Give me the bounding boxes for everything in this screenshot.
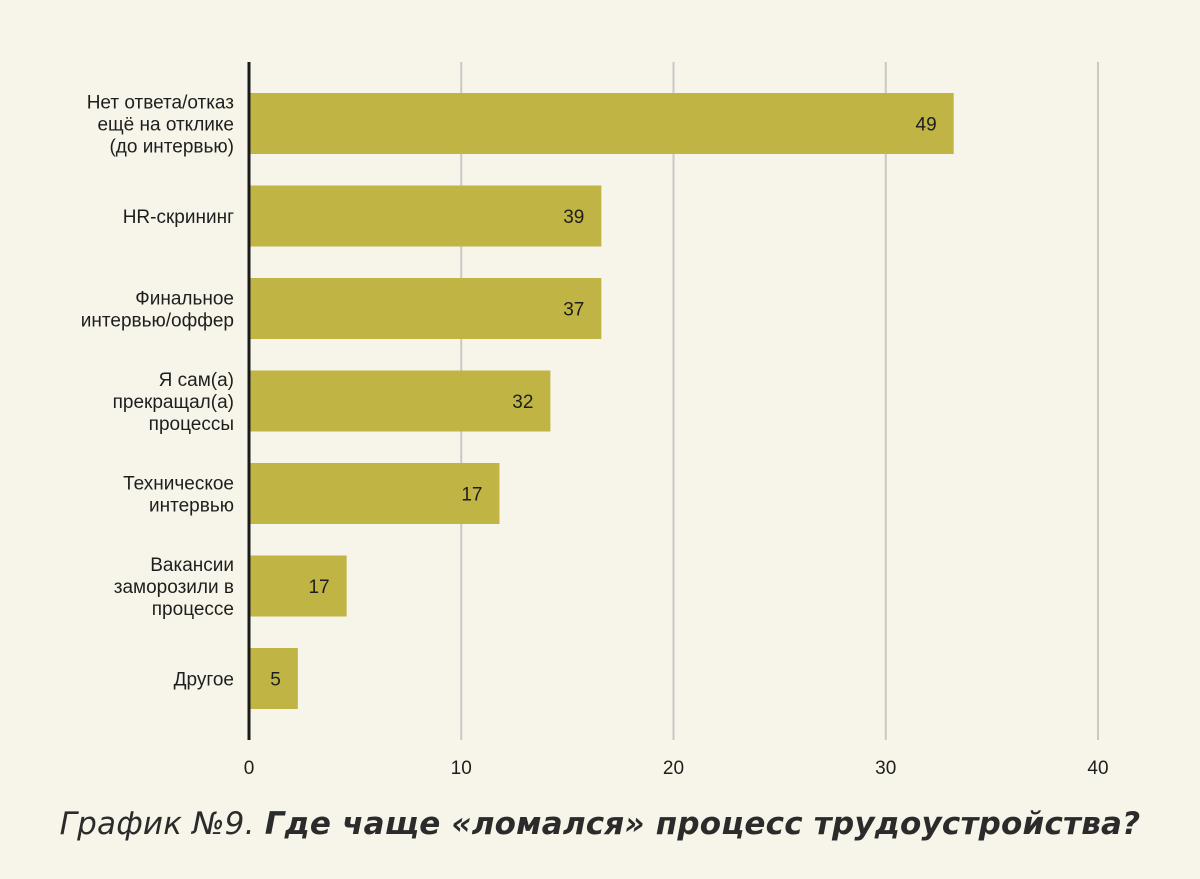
- bar: [249, 93, 954, 154]
- category-label-line: HR-скрининг: [123, 207, 234, 228]
- category-label-line: Я сам(а): [159, 370, 234, 391]
- data-label: 17: [461, 485, 482, 506]
- x-axis-ticks: 0 10 20 30 40: [244, 758, 1109, 779]
- data-label: 37: [563, 300, 584, 321]
- caption-prefix: График №9.: [59, 806, 255, 842]
- data-label: 32: [512, 392, 533, 413]
- data-label: 5: [270, 670, 281, 691]
- category-label-line: Нет ответа/отказ: [87, 93, 234, 114]
- x-tick-label: 10: [451, 758, 472, 779]
- category-label: Нет ответа/отказ ещё на отклике (до интерв…: [87, 93, 234, 158]
- bar: [249, 648, 298, 709]
- category-label-line: Техническое: [123, 474, 234, 495]
- data-label: 17: [308, 577, 329, 598]
- category-label-line: Другое: [174, 670, 234, 691]
- category-label: Финальное интервью/оффер: [81, 289, 234, 332]
- x-tick-label: 0: [244, 758, 255, 779]
- category-label-line: процессы: [149, 414, 234, 435]
- category-label-line: процессе: [152, 599, 234, 620]
- data-labels: 49 39 37 32 17 17 5: [270, 115, 936, 691]
- category-label-line: интервью/оффер: [81, 311, 234, 332]
- category-label: Техническое интервью: [123, 474, 234, 517]
- x-tick-label: 20: [663, 758, 684, 779]
- grid-lines: [460, 62, 1099, 740]
- bar: [249, 555, 347, 617]
- chart-caption: График №9. Где чаще «ломался» процесс тр…: [0, 806, 1200, 842]
- x-tick-label: 40: [1087, 758, 1108, 779]
- category-label-line: (до интервью): [109, 137, 234, 158]
- category-labels: Нет ответа/отказ ещё на отклике (до интерв…: [81, 93, 234, 691]
- bars: [249, 93, 954, 709]
- category-label: Другое: [174, 670, 234, 691]
- category-label-line: ещё на отклике: [97, 115, 234, 136]
- category-label-line: прекращал(а): [113, 392, 234, 413]
- data-label: 39: [563, 207, 584, 228]
- bar: [249, 370, 551, 432]
- data-label: 49: [916, 115, 937, 136]
- bar-chart: Нет ответа/отказ ещё на отклике (до интерв…: [81, 62, 1109, 779]
- bar: [249, 185, 602, 247]
- category-label-line: интервью: [149, 496, 234, 517]
- bar: [249, 278, 602, 339]
- category-label-line: заморозили в: [114, 577, 234, 598]
- category-label-line: Вакансии: [150, 555, 234, 576]
- category-label: Я сам(а) прекращал(а) процессы: [113, 370, 234, 435]
- category-label: Вакансии заморозили в процессе: [114, 555, 234, 620]
- x-tick-label: 30: [875, 758, 896, 779]
- category-label-line: Финальное: [135, 289, 234, 310]
- caption-title: Где чаще «ломался» процесс трудоустройст…: [264, 806, 1141, 842]
- bar: [249, 463, 500, 524]
- category-label: HR-скрининг: [123, 207, 234, 228]
